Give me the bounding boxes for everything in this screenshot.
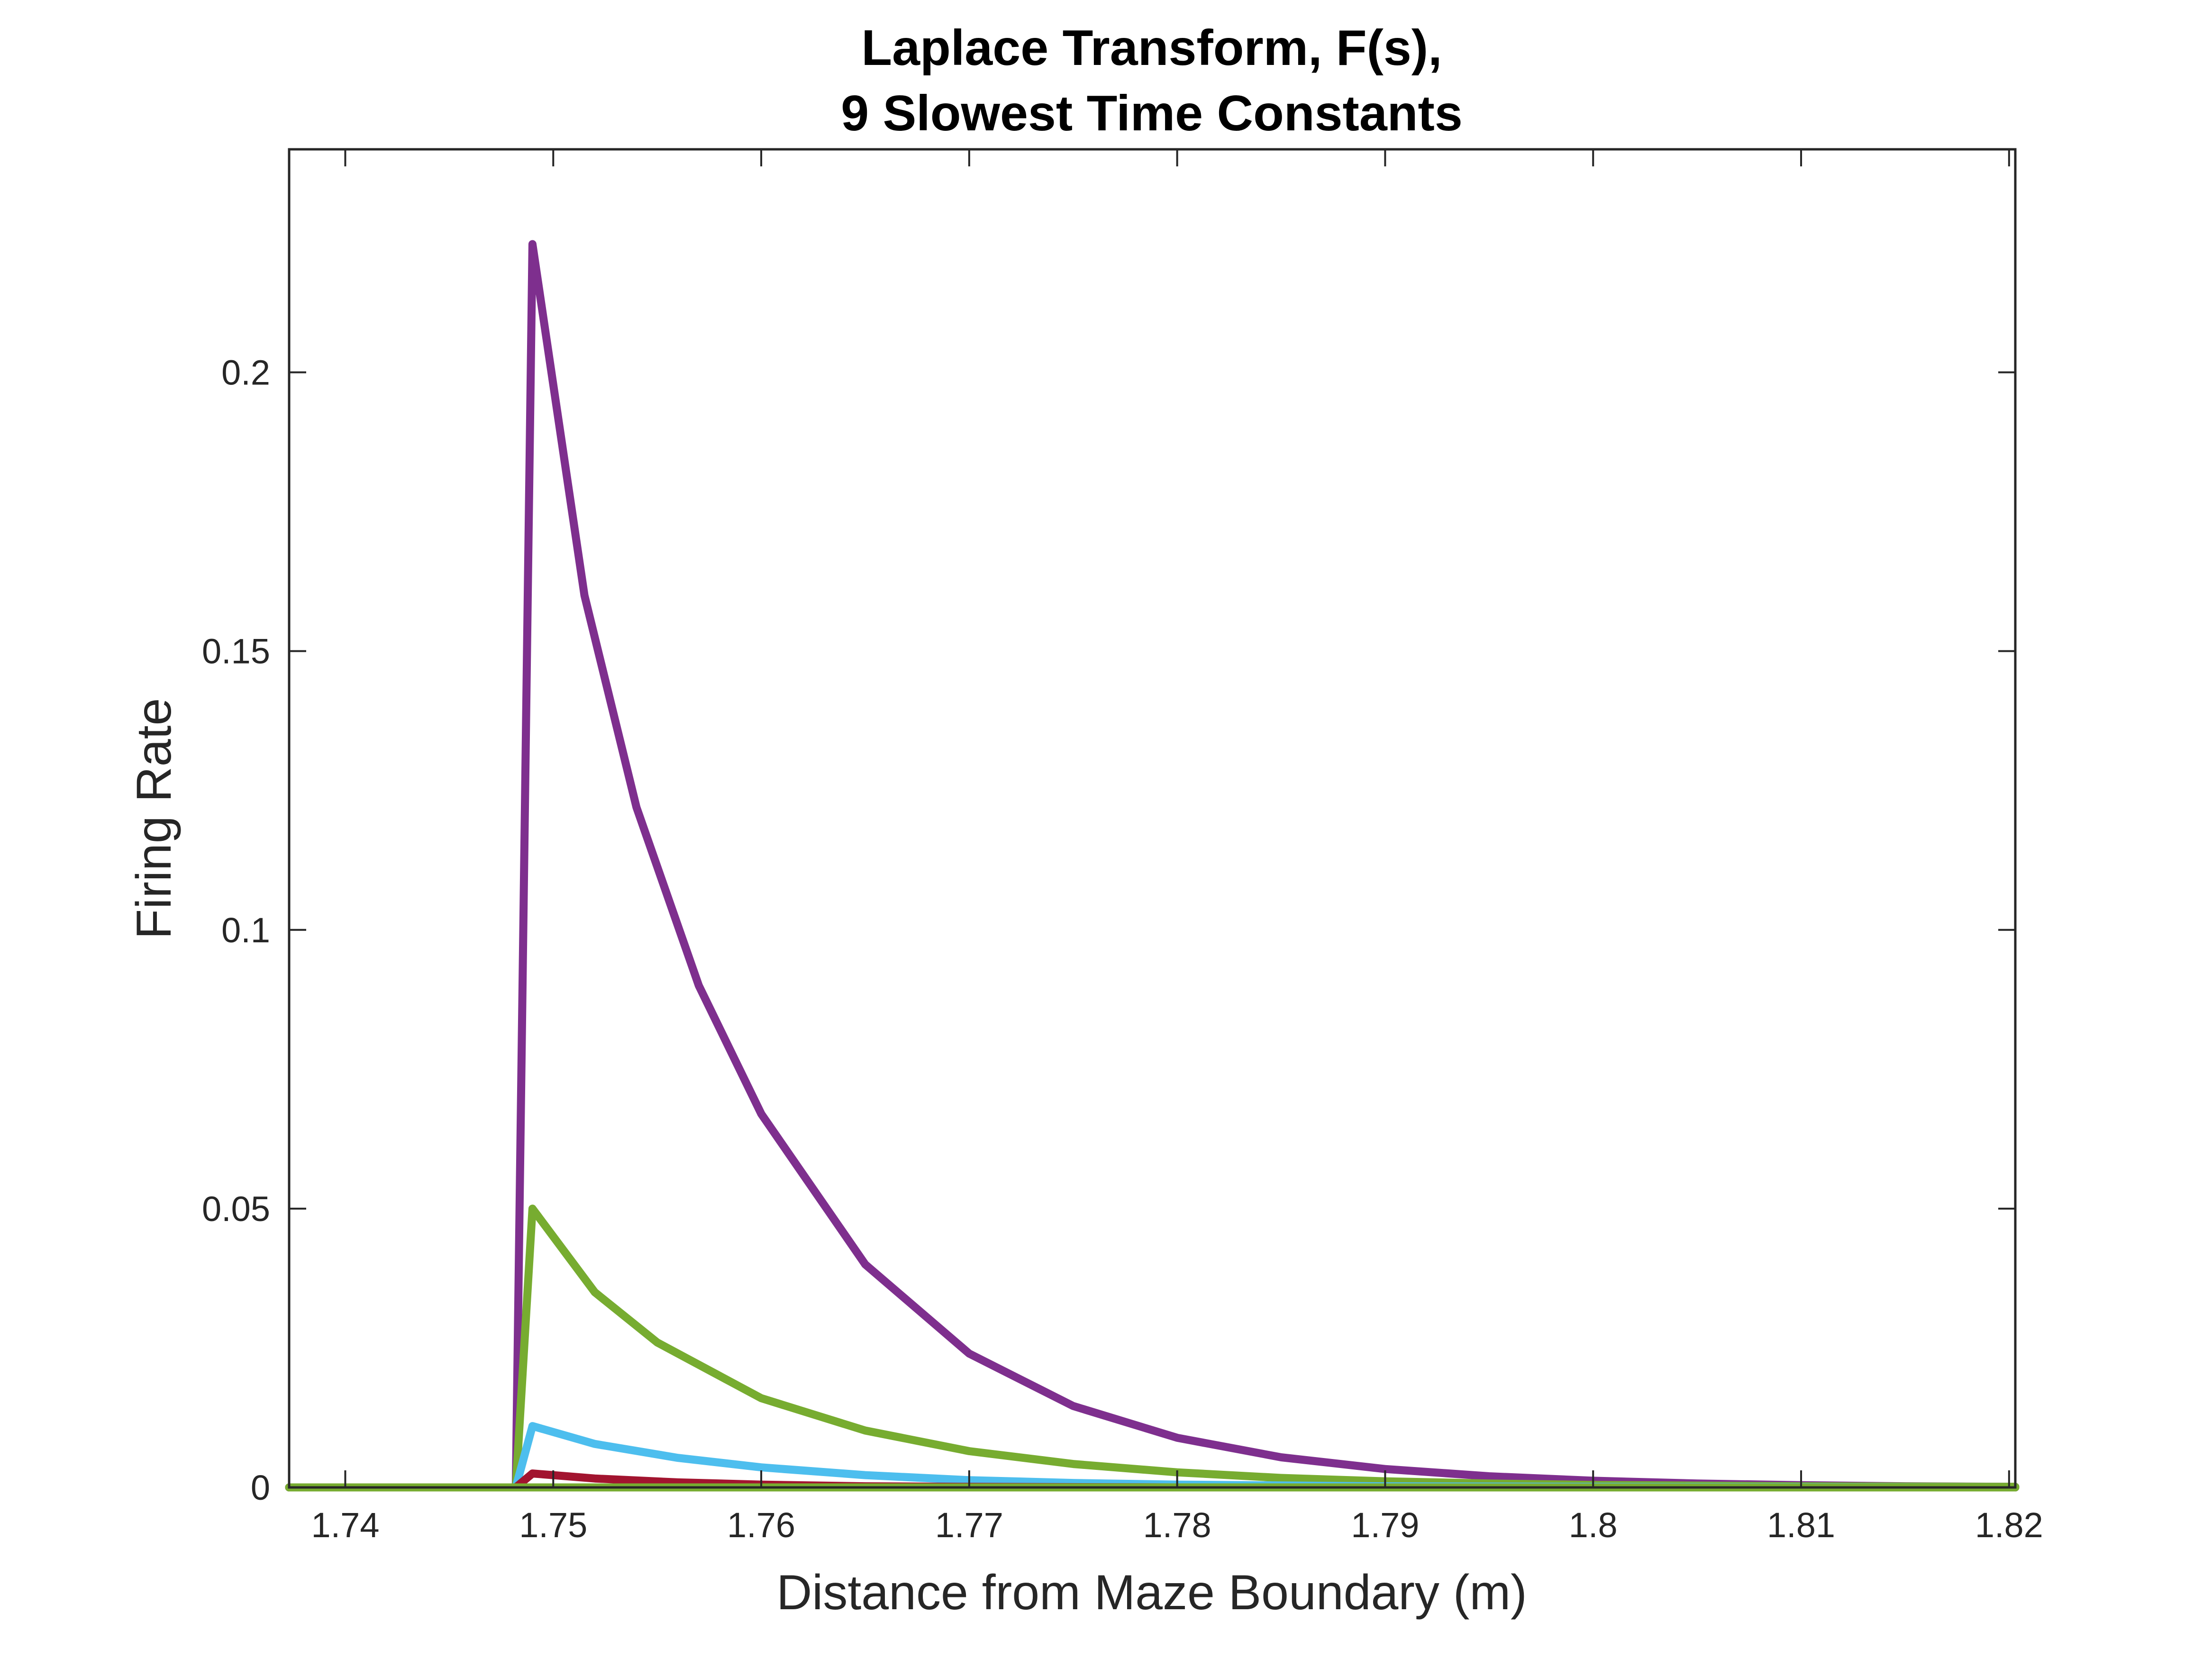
- chart-title-line-2: 9 Slowest Time Constants: [841, 85, 1463, 141]
- x-tick-label-4: 1.77: [935, 1505, 1003, 1545]
- x-axis-ticks: 1.74 1.75 1.76 1.77 1.78 1.79 1.8 1.81 1.82: [311, 149, 2043, 1545]
- y-axis-label: Firing Rate: [127, 698, 182, 939]
- y-tick-label-3: 0.1: [221, 911, 270, 950]
- x-tick-label-6: 1.79: [1351, 1505, 1419, 1545]
- x-tick-label-1: 1.74: [311, 1505, 379, 1545]
- axes-box: [288, 148, 2017, 1489]
- x-tick-label-3: 1.76: [727, 1505, 795, 1545]
- y-axis-ticks: 0 0.05 0.1 0.15 0.2: [202, 353, 2015, 1507]
- y-tick-label-5: 0.2: [221, 353, 270, 392]
- x-tick-label-7: 1.8: [1569, 1505, 1618, 1545]
- y-tick-label-1: 0: [251, 1468, 270, 1507]
- x-tick-label-8: 1.81: [1767, 1505, 1835, 1545]
- y-tick-label-2: 0.05: [202, 1189, 270, 1229]
- x-axis-label: Distance from Maze Boundary (m): [776, 1565, 1527, 1620]
- y-tick-label-4: 0.15: [202, 632, 270, 671]
- x-tick-label-2: 1.75: [519, 1505, 587, 1545]
- x-tick-label-9: 1.82: [1975, 1505, 2043, 1545]
- x-tick-label-5: 1.78: [1143, 1505, 1211, 1545]
- chart-title-line-1: Laplace Transform, F(s),: [861, 20, 1442, 76]
